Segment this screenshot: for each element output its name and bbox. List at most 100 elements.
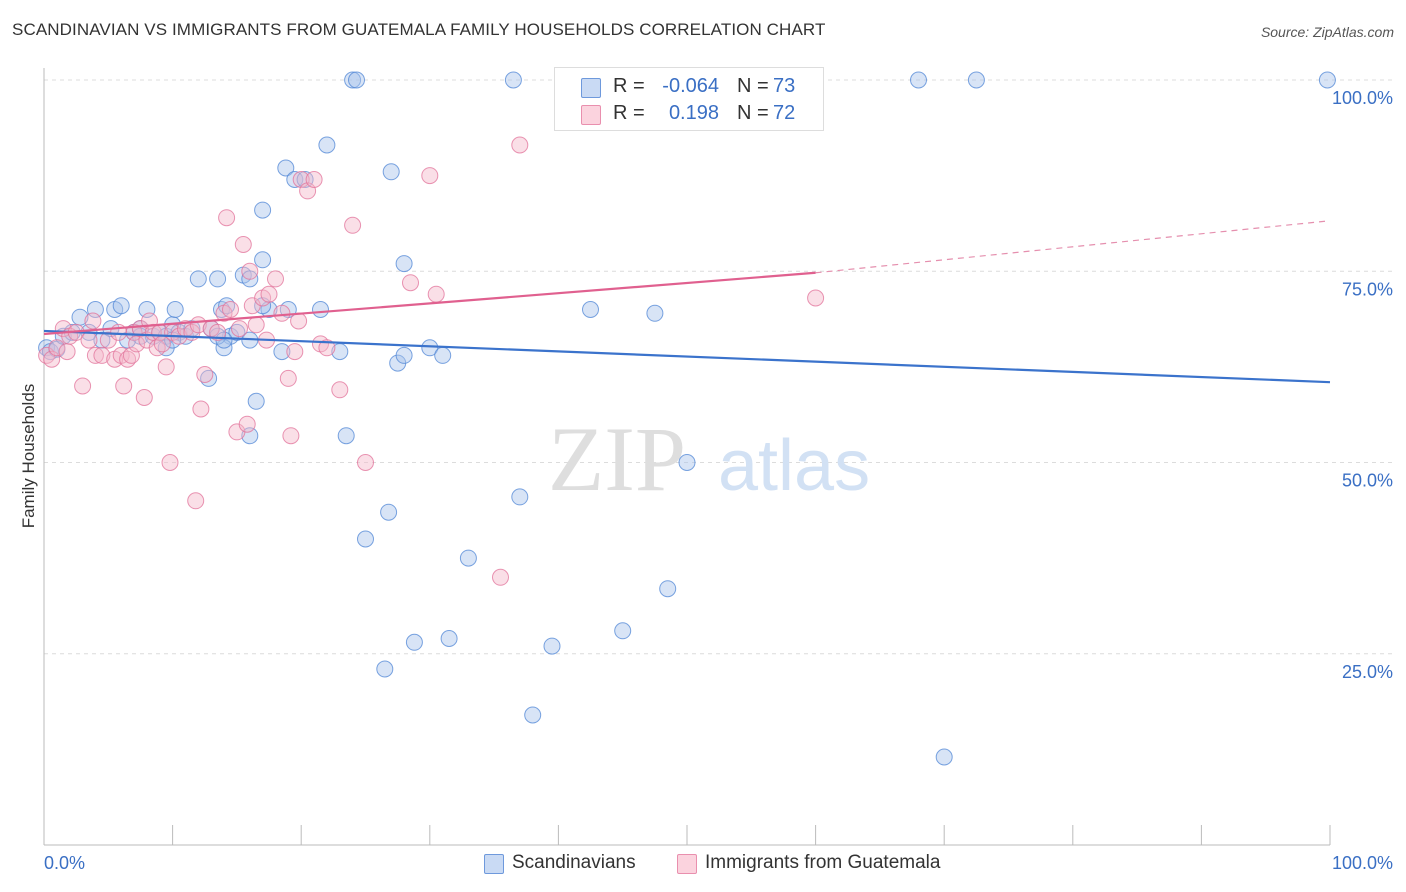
guatemala-point bbox=[80, 331, 98, 349]
guatemala-point bbox=[218, 209, 236, 227]
guatemala-point bbox=[84, 312, 102, 330]
y-tick-label: 75.0% bbox=[1342, 279, 1393, 299]
guatemala-point bbox=[273, 304, 291, 322]
stats-legend: R = -0.064 N = 73 R = 0.198 N = 72 bbox=[554, 67, 824, 131]
watermark-zip: ZIP bbox=[548, 408, 686, 510]
scandinavian-point bbox=[337, 427, 355, 445]
guatemala-point bbox=[492, 568, 509, 586]
scandinavian-point bbox=[678, 454, 696, 471]
axes bbox=[43, 68, 1331, 846]
scandinavian-point bbox=[659, 580, 677, 598]
scandinavian-point bbox=[421, 339, 439, 357]
guatemala-point bbox=[344, 216, 362, 234]
scandinavian-point bbox=[112, 297, 130, 315]
guatemala-point bbox=[86, 346, 104, 364]
series-legend: Scandinavians Immigrants from Guatemala bbox=[0, 852, 1406, 878]
scandinavian-point bbox=[254, 201, 272, 219]
legend-r-label: R = bbox=[613, 75, 645, 97]
scandinavian-point bbox=[318, 136, 336, 154]
legend-n-value: 73 bbox=[773, 75, 796, 97]
scandinavian-point bbox=[504, 71, 522, 89]
guatemala-point bbox=[331, 381, 349, 399]
guatemala-point bbox=[402, 274, 419, 292]
scandinavian-point bbox=[543, 637, 561, 655]
watermark-atlas: atlas bbox=[718, 426, 870, 506]
y-tick-label: 100.0% bbox=[1332, 88, 1393, 108]
scandinavian-point bbox=[967, 71, 985, 89]
guatemala-point bbox=[93, 346, 111, 364]
guatemala-point bbox=[115, 377, 133, 395]
guatemala-point bbox=[247, 316, 265, 334]
guatemala-point bbox=[74, 377, 92, 395]
guatemala-point bbox=[267, 270, 284, 288]
guatemala-point bbox=[192, 400, 210, 418]
guatemala-point bbox=[157, 358, 175, 376]
scandinavian-point bbox=[254, 251, 272, 269]
guatemala-point bbox=[305, 171, 323, 188]
series-label: Scandinavians bbox=[512, 852, 636, 873]
guatemala-point bbox=[222, 301, 239, 318]
guatemala-point bbox=[286, 343, 304, 361]
guatemala-point bbox=[43, 350, 61, 368]
scandinavian-point bbox=[166, 301, 184, 318]
trend-lines bbox=[43, 220, 1331, 384]
guatemala-point bbox=[196, 366, 214, 383]
scandinavian-point bbox=[348, 71, 365, 89]
series-swatch-pink bbox=[677, 854, 697, 874]
guatemala-point bbox=[511, 136, 529, 154]
guatemala-point bbox=[234, 236, 252, 253]
guatemala-point bbox=[279, 369, 297, 387]
scandinavian-point bbox=[524, 706, 542, 724]
scandinavian-point bbox=[434, 346, 452, 364]
scandinavian-point bbox=[646, 304, 664, 322]
guatemala-point bbox=[187, 492, 205, 510]
guatemala-point bbox=[135, 389, 153, 406]
scandinavian-point bbox=[273, 343, 291, 361]
guatemala-point bbox=[282, 427, 300, 445]
y-tick-label: 50.0% bbox=[1342, 471, 1393, 491]
scandinavian-point bbox=[357, 530, 374, 548]
legend-swatch-blue bbox=[581, 78, 601, 98]
legend-n-label: N = bbox=[737, 102, 769, 124]
guatemala-point bbox=[427, 285, 445, 303]
scandinavian-point bbox=[582, 301, 599, 318]
x-tick-label-min: 0.0% bbox=[44, 853, 85, 873]
guatemala-trend-line bbox=[43, 271, 816, 336]
guatemala-point bbox=[161, 454, 179, 471]
scandinavian-point bbox=[376, 660, 394, 678]
guatemala-point bbox=[318, 339, 336, 357]
guatemala-point bbox=[807, 289, 825, 307]
scandinavian-point bbox=[440, 630, 458, 647]
scandinavian-point bbox=[286, 171, 304, 188]
legend-swatch-pink bbox=[581, 105, 601, 125]
legend-n-label: N = bbox=[737, 75, 769, 97]
scandinavian-point bbox=[935, 748, 953, 766]
scandinavian-point bbox=[1318, 71, 1336, 89]
scandinavian-point bbox=[189, 270, 207, 288]
series-swatch-blue bbox=[484, 854, 504, 874]
watermark: ZIP atlas bbox=[548, 408, 870, 510]
scandinavian-point bbox=[312, 301, 329, 318]
y-axis-label: Family Households bbox=[19, 384, 38, 529]
scandinavian-trend-line bbox=[43, 329, 1331, 384]
series-label: Immigrants from Guatemala bbox=[705, 852, 941, 873]
guatemala-point bbox=[58, 343, 76, 361]
guatemala-point bbox=[260, 285, 278, 303]
scandinavian-point bbox=[395, 255, 413, 273]
scandinavian-point bbox=[93, 331, 111, 349]
guatemala-point bbox=[48, 339, 66, 357]
scandinavian-point bbox=[380, 503, 398, 521]
legend-n-value: 72 bbox=[773, 102, 796, 124]
guatemala-point bbox=[421, 167, 439, 185]
guatemala-point bbox=[357, 454, 374, 471]
gridlines bbox=[44, 79, 1392, 655]
source-label: Source: ZipAtlas.com bbox=[1260, 24, 1394, 40]
scandinavian-point bbox=[405, 633, 423, 651]
data-points bbox=[38, 71, 1336, 766]
guatemala-trend-extension bbox=[815, 220, 1331, 274]
y-tick-label: 25.0% bbox=[1342, 662, 1393, 682]
guatemala-point bbox=[241, 262, 259, 280]
scandinavian-point bbox=[247, 392, 265, 410]
scandinavian-point bbox=[344, 71, 362, 89]
legend-r-label: R = bbox=[613, 102, 645, 124]
